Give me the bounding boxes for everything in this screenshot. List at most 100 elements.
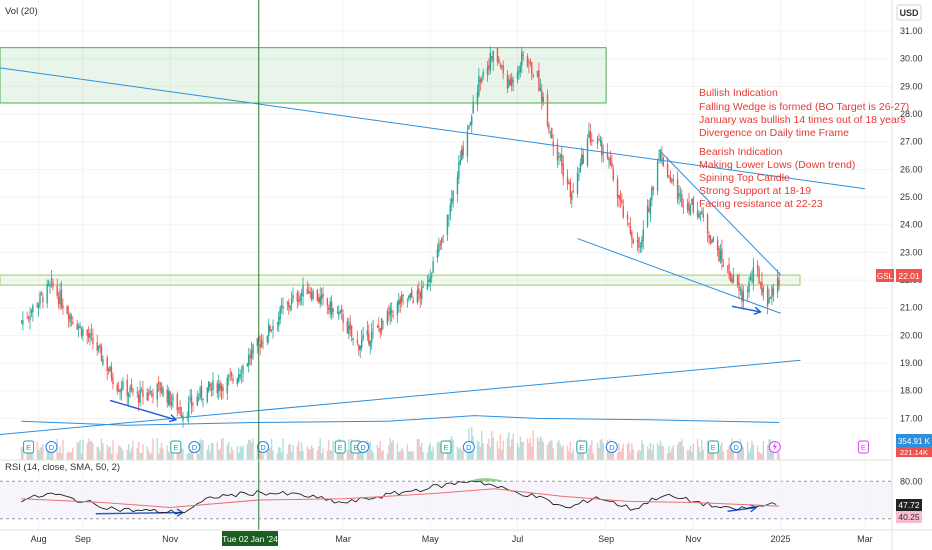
volume-bar bbox=[378, 448, 380, 460]
volume-bar bbox=[548, 442, 550, 460]
volume-bar bbox=[778, 452, 780, 460]
volume-bar bbox=[390, 441, 393, 460]
dividend-marker[interactable]: D bbox=[605, 441, 618, 453]
candle-body bbox=[236, 378, 238, 384]
candle-body bbox=[57, 297, 60, 305]
volume-bar bbox=[718, 449, 720, 460]
volume-bar bbox=[82, 439, 84, 460]
volume-bar bbox=[488, 438, 490, 460]
candle-body bbox=[642, 229, 644, 241]
candle-body bbox=[682, 206, 684, 208]
volume-indicator-label[interactable]: Vol (20) bbox=[5, 6, 38, 17]
svg-text:E: E bbox=[579, 443, 584, 452]
volume-bar bbox=[479, 447, 482, 460]
candle-body bbox=[340, 308, 343, 312]
volume-bar bbox=[636, 451, 639, 460]
earnings-marker[interactable]: E bbox=[576, 440, 588, 454]
volume-bar bbox=[187, 452, 190, 460]
candle-body bbox=[26, 317, 28, 319]
candle-body bbox=[481, 78, 483, 83]
volume-bar bbox=[426, 452, 429, 460]
volume-bar bbox=[242, 445, 244, 460]
volume-bar bbox=[160, 443, 163, 460]
volume-bar bbox=[412, 451, 414, 460]
candle-body bbox=[649, 197, 652, 215]
x-tick-label: Nov bbox=[685, 534, 702, 544]
candle-body bbox=[166, 389, 168, 403]
dividend-marker[interactable]: D bbox=[257, 441, 270, 453]
candle-body bbox=[208, 381, 210, 391]
candle-body bbox=[702, 214, 705, 218]
dividend-marker[interactable]: D bbox=[730, 441, 743, 453]
dividend-marker[interactable]: D bbox=[357, 441, 370, 453]
earnings-marker[interactable]: E bbox=[334, 440, 346, 454]
candle-body bbox=[461, 149, 463, 161]
volume-bar bbox=[59, 446, 61, 460]
earnings-marker[interactable]: E bbox=[170, 440, 182, 454]
volume-bar bbox=[676, 444, 679, 460]
candle-body bbox=[639, 245, 642, 247]
candle-body bbox=[197, 398, 200, 400]
volume-bar bbox=[379, 440, 381, 460]
candle-body bbox=[746, 289, 749, 292]
currency-button[interactable]: USD bbox=[896, 4, 922, 21]
earnings-marker[interactable]: E bbox=[23, 440, 35, 454]
volume-bar bbox=[539, 436, 542, 460]
candle-body bbox=[196, 396, 198, 406]
earnings-marker[interactable]: E bbox=[857, 440, 869, 454]
x-tick-label: Mar bbox=[857, 534, 873, 544]
candle-body bbox=[96, 342, 98, 351]
candle-body bbox=[738, 282, 740, 291]
candle-body bbox=[100, 346, 103, 362]
candle-body bbox=[372, 328, 374, 330]
candle-body bbox=[27, 316, 30, 318]
rsi-indicator-label[interactable]: RSI (14, close, SMA, 50, 2) bbox=[5, 462, 120, 473]
annotation-bullish-line: January was bullish 14 times out of 18 y… bbox=[699, 114, 906, 126]
x-tick-label: Nov bbox=[162, 534, 179, 544]
volume-bar bbox=[446, 452, 449, 460]
volume-bar bbox=[699, 452, 702, 460]
candle-body bbox=[589, 131, 592, 143]
candle-body bbox=[187, 402, 190, 417]
dividend-marker[interactable]: D bbox=[462, 441, 475, 453]
candle-body bbox=[220, 385, 223, 392]
dividend-marker[interactable]: D bbox=[188, 441, 201, 453]
candle-body bbox=[582, 154, 584, 164]
volume-bar bbox=[240, 447, 243, 460]
volume-bar bbox=[79, 439, 81, 460]
candle-body bbox=[339, 310, 341, 313]
volume-bar bbox=[536, 437, 539, 460]
volume-bar bbox=[100, 438, 103, 460]
candle-body bbox=[162, 387, 164, 396]
candle-body bbox=[511, 77, 513, 87]
volume-bar bbox=[649, 442, 652, 460]
dividend-marker[interactable]: D bbox=[45, 441, 58, 453]
candle-body bbox=[386, 311, 389, 324]
candle-body bbox=[47, 283, 50, 285]
candle-body bbox=[326, 298, 329, 306]
rsi-sma-badge: 40.25 bbox=[896, 511, 922, 523]
svg-text:E: E bbox=[173, 443, 178, 452]
earnings-marker[interactable]: E bbox=[707, 440, 719, 454]
volume-bar bbox=[469, 448, 472, 460]
volume-bar bbox=[532, 430, 534, 460]
volume-bar bbox=[568, 451, 570, 460]
volume-bar bbox=[256, 449, 259, 460]
candle-body bbox=[436, 249, 439, 258]
volume-bar bbox=[136, 447, 138, 460]
volume-bar bbox=[209, 452, 211, 460]
earnings-marker[interactable]: E bbox=[440, 440, 452, 454]
candle-body bbox=[489, 52, 492, 71]
volume-bar bbox=[501, 449, 503, 460]
candle-body bbox=[310, 292, 313, 300]
candle-body bbox=[452, 191, 454, 201]
volume-bar bbox=[182, 448, 184, 460]
volume-bar bbox=[40, 446, 43, 460]
candle-body bbox=[641, 239, 643, 248]
volume-bar bbox=[496, 441, 499, 460]
volume-bar bbox=[140, 453, 143, 460]
candle-body bbox=[596, 139, 599, 144]
candle-body bbox=[692, 197, 695, 213]
